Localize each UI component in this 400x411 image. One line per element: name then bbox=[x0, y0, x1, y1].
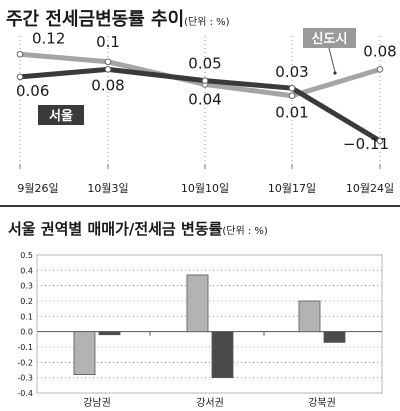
data-label-sindosi: 0.12 bbox=[32, 29, 65, 47]
x-category-label: 강북권 bbox=[308, 397, 336, 409]
x-tick-label: 10월17일 bbox=[268, 181, 316, 195]
data-label-seoul: −0.11 bbox=[343, 135, 389, 153]
point-seoul bbox=[16, 73, 24, 81]
legend-tag-sindosi-label: 신도시 bbox=[312, 32, 348, 47]
point-sindosi bbox=[16, 50, 24, 58]
x-category-label: 강서권 bbox=[196, 397, 224, 409]
y-tick-label: -0.4 bbox=[17, 389, 33, 398]
x-category-label: 강남권 bbox=[83, 397, 111, 409]
data-label-seoul: 0.05 bbox=[188, 55, 221, 73]
y-tick-label: 0.3 bbox=[20, 282, 33, 291]
line-chart-title-text: 주간 전세금변동률 추이 bbox=[6, 9, 185, 30]
point-sindosi bbox=[104, 58, 112, 66]
section-divider bbox=[0, 205, 400, 207]
point-seoul bbox=[104, 66, 112, 73]
y-tick-label: 0.4 bbox=[20, 266, 33, 275]
data-label-seoul: 0.08 bbox=[91, 76, 124, 94]
line-chart: 0.06 0.08 0.05 0.03 −0.11 0.12 0.1 0.04 0.01 0.08… bbox=[16, 28, 397, 195]
line-chart-unit: (단위 : %) bbox=[184, 17, 230, 28]
y-tick-label: 0.2 bbox=[20, 297, 33, 306]
y-tick-label: -0.3 bbox=[17, 374, 33, 383]
x-tick-label: 10월3일 bbox=[87, 181, 128, 195]
y-tick-label: 0.0 bbox=[20, 328, 33, 337]
legend-leader-sindosi bbox=[328, 47, 336, 73]
legend-tag-seoul bbox=[38, 105, 84, 125]
data-label-sindosi: 0.01 bbox=[275, 104, 308, 122]
data-label-seoul: 0.03 bbox=[275, 63, 308, 81]
bar-sale-price bbox=[73, 331, 96, 375]
bar-jeonse bbox=[98, 331, 121, 336]
bar-jeonse bbox=[211, 331, 234, 379]
bar-sale-price bbox=[298, 300, 321, 333]
bar-chart-title: 서울 권역별 매매가/전세금 변동률(단위 : %) bbox=[8, 218, 268, 239]
x-tick-label: 10월10일 bbox=[181, 181, 229, 195]
legend-tag-seoul-label: 서울 bbox=[49, 108, 73, 124]
x-tick-label: 10월24일 bbox=[346, 181, 394, 195]
point-seoul bbox=[288, 84, 296, 92]
point-sindosi bbox=[288, 92, 296, 100]
legend-tag-sindosi bbox=[303, 28, 356, 48]
y-tick-label: -0.2 bbox=[17, 358, 33, 367]
legend-leader-dot-sindosi bbox=[333, 71, 337, 75]
bar-sale-price bbox=[186, 274, 209, 333]
data-label-sindosi: 0.1 bbox=[96, 33, 120, 51]
y-tick-label: 0.1 bbox=[20, 312, 33, 321]
point-seoul bbox=[376, 137, 384, 145]
point-sindosi bbox=[376, 66, 384, 73]
bar-chart-title-text: 서울 권역별 매매가/전세금 변동률 bbox=[8, 220, 223, 238]
x-tick-label: 9월26일 bbox=[17, 181, 58, 195]
point-seoul bbox=[201, 77, 209, 84]
bar-jeonse bbox=[323, 331, 346, 343]
data-label-sindosi: 0.04 bbox=[188, 90, 221, 108]
data-label-sindosi: 0.08 bbox=[363, 42, 396, 60]
bar-chart-unit: (단위 : %) bbox=[222, 226, 268, 237]
data-label-seoul: 0.06 bbox=[16, 82, 49, 100]
y-tick-label: 0.5 bbox=[20, 251, 33, 260]
y-tick-label: -0.1 bbox=[17, 343, 33, 352]
line-chart-title: 주간 전세금변동률 추이(단위 : %) bbox=[6, 5, 230, 31]
